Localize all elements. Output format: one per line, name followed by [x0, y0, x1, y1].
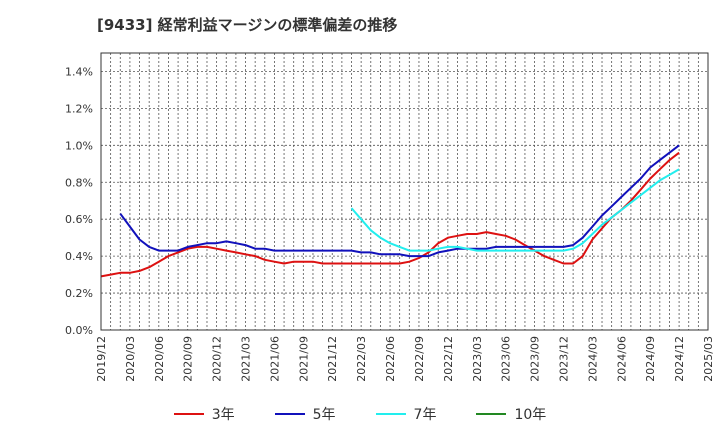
x-axis: 2019/12 2020/03 2020/06 2020/09 2020/12 2021/…	[95, 336, 715, 382]
x-tick-label: 2025/03	[702, 336, 715, 382]
x-tick-label: 2022/06	[384, 336, 397, 382]
legend: 3年 5年 7年 10年	[0, 402, 720, 426]
x-tick-label: 2021/06	[268, 336, 281, 382]
series-lines	[100, 144, 680, 278]
legend-item: 10年	[476, 402, 546, 426]
chart-title: [9433] 経常利益マージンの標準偏差の推移	[97, 16, 398, 34]
x-tick-label: 2022/09	[413, 336, 426, 382]
x-tick-label: 2023/03	[471, 336, 484, 382]
x-tick-label: 2024/12	[673, 336, 686, 382]
legend-label: 10年	[514, 407, 547, 423]
x-tick-label: 2020/09	[182, 336, 195, 382]
y-tick-label: 0.2%	[65, 287, 93, 300]
series-line-7年	[350, 168, 680, 252]
legend-swatch	[274, 413, 305, 415]
legend-swatch	[375, 413, 406, 415]
legend-label: 7年	[413, 407, 437, 423]
x-tick-label: 2023/09	[529, 336, 542, 382]
x-tick-label: 2021/09	[297, 336, 310, 382]
legend-label: 5年	[312, 407, 336, 423]
y-tick-label: 0.8%	[65, 176, 93, 189]
y-axis: 0.0% 0.2% 0.4% 0.6% 0.8% 1.0% 1.2% 1.4%	[65, 65, 93, 337]
x-tick-label: 2024/06	[615, 336, 628, 382]
x-tick-label: 2019/12	[95, 336, 108, 382]
x-tick-label: 2022/12	[442, 336, 455, 382]
legend-item: 5年	[274, 402, 336, 426]
legend-swatch	[476, 413, 507, 415]
legend-swatch	[173, 413, 204, 415]
legend-item: 3年	[173, 402, 235, 426]
y-tick-label: 1.4%	[65, 65, 93, 78]
y-tick-label: 1.2%	[65, 102, 93, 115]
x-tick-label: 2024/03	[586, 336, 599, 382]
y-tick-label: 0.4%	[65, 250, 93, 263]
x-tick-label: 2021/12	[326, 336, 339, 382]
legend-item: 7年	[375, 402, 437, 426]
plot-border	[100, 52, 709, 331]
series-line-5年	[119, 144, 680, 258]
x-tick-label: 2023/12	[557, 336, 570, 382]
x-tick-label: 2021/03	[240, 336, 253, 382]
series-line-3年	[100, 151, 680, 278]
x-tick-label: 2022/03	[355, 336, 368, 382]
y-tick-label: 1.0%	[65, 139, 93, 152]
chart-area: 0.0% 0.2% 0.4% 0.6% 0.8% 1.0% 1.2% 1.4% 2019/12…	[65, 52, 715, 382]
legend-label: 3年	[211, 407, 235, 423]
x-tick-label: 2020/03	[124, 336, 137, 382]
y-tick-label: 0.6%	[65, 213, 93, 226]
grid-lines	[100, 53, 709, 331]
x-tick-label: 2023/06	[500, 336, 513, 382]
y-tick-label: 0.0%	[65, 324, 93, 337]
x-tick-label: 2024/09	[644, 336, 657, 382]
x-tick-label: 2020/06	[153, 336, 166, 382]
x-tick-label: 2020/12	[211, 336, 224, 382]
